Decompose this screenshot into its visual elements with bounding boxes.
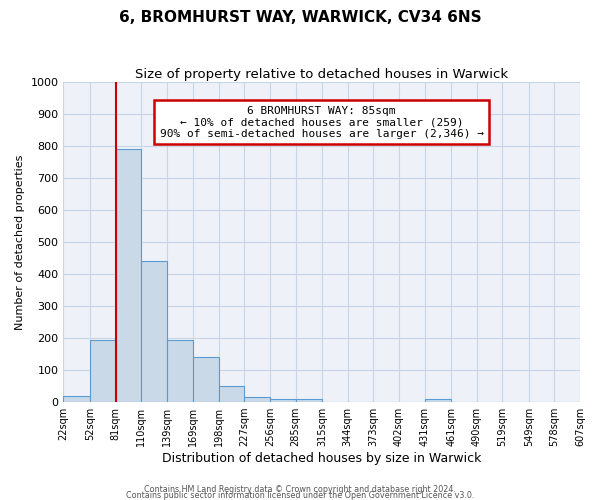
Bar [244, 398, 270, 402]
Bar [64, 396, 90, 402]
Bar [219, 386, 244, 402]
Text: 6, BROMHURST WAY, WARWICK, CV34 6NS: 6, BROMHURST WAY, WARWICK, CV34 6NS [119, 10, 481, 25]
Title: Size of property relative to detached houses in Warwick: Size of property relative to detached ho… [135, 68, 508, 80]
Text: Contains HM Land Registry data © Crown copyright and database right 2024.: Contains HM Land Registry data © Crown c… [144, 486, 456, 494]
Bar [296, 399, 322, 402]
Bar [193, 357, 219, 402]
X-axis label: Distribution of detached houses by size in Warwick: Distribution of detached houses by size … [162, 452, 481, 465]
Bar [425, 399, 451, 402]
Text: Contains public sector information licensed under the Open Government Licence v3: Contains public sector information licen… [126, 492, 474, 500]
Bar [116, 149, 141, 402]
Bar [270, 399, 296, 402]
Text: 6 BROMHURST WAY: 85sqm
← 10% of detached houses are smaller (259)
90% of semi-de: 6 BROMHURST WAY: 85sqm ← 10% of detached… [160, 106, 484, 139]
Bar [141, 261, 167, 402]
Bar [167, 340, 193, 402]
Bar [90, 340, 116, 402]
Y-axis label: Number of detached properties: Number of detached properties [15, 154, 25, 330]
